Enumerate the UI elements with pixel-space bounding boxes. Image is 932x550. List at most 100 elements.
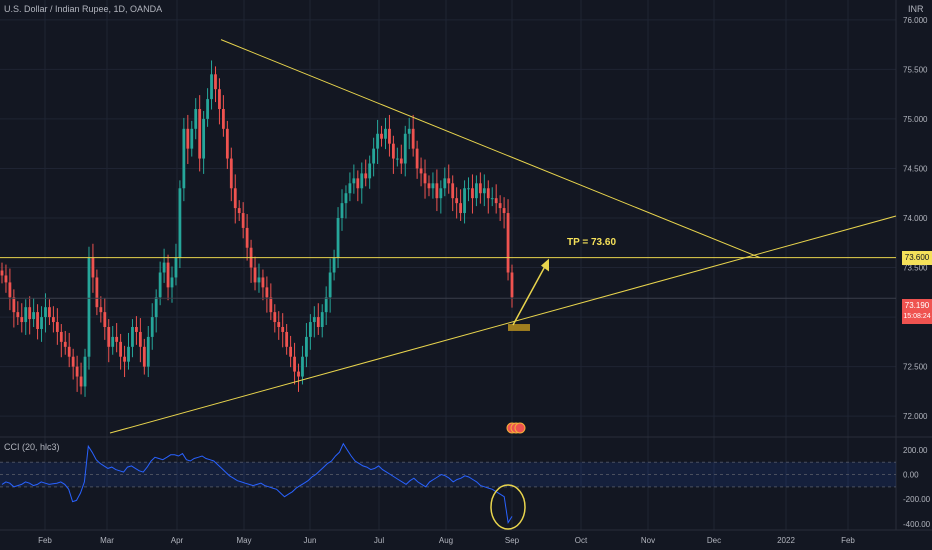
- candle-body: [395, 158, 399, 160]
- event-marker-icon: [514, 422, 526, 434]
- candle-body: [289, 346, 293, 357]
- price-tick-label: 73.500: [903, 264, 928, 273]
- candle-body: [8, 282, 12, 298]
- candle-body: [63, 341, 67, 347]
- candle-body: [71, 356, 75, 367]
- candle-body: [95, 277, 99, 308]
- candle-body: [138, 331, 142, 347]
- candle-body: [12, 297, 16, 313]
- candle-body: [360, 173, 364, 189]
- level-price-tag: 73.600: [902, 251, 932, 265]
- time-tick-label: Jun: [304, 536, 317, 545]
- candle-body: [328, 272, 332, 298]
- candle-body: [225, 128, 229, 159]
- cci-title: CCI (20, hlc3): [4, 442, 60, 452]
- candle-body: [182, 128, 186, 189]
- candle-body: [427, 183, 431, 189]
- time-tick-label: May: [236, 536, 251, 545]
- candle-body: [391, 143, 395, 159]
- cci-tick-label: 0.00: [903, 471, 919, 480]
- candle-body: [79, 376, 83, 387]
- candle-body: [166, 262, 170, 288]
- candle-body: [380, 133, 383, 139]
- candle-body: [435, 183, 439, 199]
- candle-body: [111, 336, 115, 347]
- candle-body: [285, 331, 289, 347]
- candle-body: [336, 218, 340, 258]
- candle-body: [471, 188, 474, 199]
- time-tick-label: Dec: [707, 536, 721, 545]
- candle-body: [372, 148, 376, 164]
- price-tick-label: 74.500: [903, 164, 928, 173]
- candle-body: [218, 89, 221, 109]
- candle-body: [376, 133, 379, 149]
- candle-body: [467, 188, 470, 190]
- candle-body: [494, 198, 498, 204]
- candle-body: [20, 317, 24, 323]
- candle-body: [324, 297, 328, 313]
- price-tick-label: 74.000: [903, 214, 928, 223]
- candle-body: [0, 270, 4, 276]
- price-tick-label: 72.000: [903, 412, 928, 421]
- candle-body: [486, 188, 490, 199]
- candle-body: [455, 198, 459, 204]
- candle-body: [233, 188, 237, 209]
- candle-body: [123, 356, 126, 362]
- candle-body: [411, 128, 415, 149]
- time-tick-label: Feb: [38, 536, 52, 545]
- price-tick-label: 75.000: [903, 115, 928, 124]
- time-tick-label: Mar: [100, 536, 114, 545]
- candle-body: [352, 178, 356, 184]
- candle-body: [308, 322, 312, 337]
- candle-body: [443, 178, 447, 189]
- candle-body: [502, 208, 506, 214]
- tp-arrow: [512, 262, 548, 326]
- candle-body: [490, 198, 494, 200]
- candle-body: [190, 128, 194, 149]
- candle-body: [241, 213, 245, 228]
- candle-body: [210, 74, 213, 100]
- candle-body: [293, 356, 296, 372]
- price-tick-label: 76.000: [903, 16, 928, 25]
- time-tick-label: Aug: [439, 536, 453, 545]
- candle-body: [162, 262, 166, 273]
- candle-body: [301, 356, 304, 377]
- time-tick-label: Nov: [641, 536, 655, 545]
- candle-body: [59, 331, 63, 342]
- candle-body: [170, 277, 174, 288]
- candle-body: [305, 336, 308, 357]
- candle-body: [399, 158, 403, 164]
- candle-body: [459, 203, 463, 214]
- candle-body: [194, 109, 198, 129]
- candle-body: [269, 297, 273, 313]
- candle-body: [273, 312, 277, 323]
- candle-body: [158, 272, 162, 298]
- candle-body: [87, 257, 91, 357]
- time-tick-label: Apr: [171, 536, 184, 545]
- candle-body: [482, 188, 486, 194]
- candle-body: [146, 336, 150, 367]
- candle-body: [478, 183, 482, 194]
- cci-tick-label: 200.00: [903, 446, 928, 455]
- candle-body: [364, 173, 368, 179]
- candle-body: [48, 307, 51, 318]
- candle-body: [340, 203, 344, 218]
- candle-body: [178, 188, 182, 258]
- candle-body: [24, 307, 28, 323]
- candle-body: [202, 118, 206, 159]
- candle-body: [99, 307, 103, 313]
- candle-body: [407, 128, 411, 134]
- candle-body: [40, 317, 43, 329]
- candle-body: [67, 346, 71, 357]
- candle-body: [91, 257, 95, 278]
- candle-body: [463, 188, 466, 214]
- candle-body: [4, 275, 8, 283]
- candle-body: [237, 208, 241, 214]
- tp-annotation: TP = 73.60: [567, 237, 617, 248]
- candle-body: [83, 356, 87, 387]
- candle-body: [44, 307, 47, 318]
- candle-body: [439, 188, 443, 199]
- candle-body: [265, 287, 269, 298]
- countdown-tag: 15:08:24: [902, 310, 932, 324]
